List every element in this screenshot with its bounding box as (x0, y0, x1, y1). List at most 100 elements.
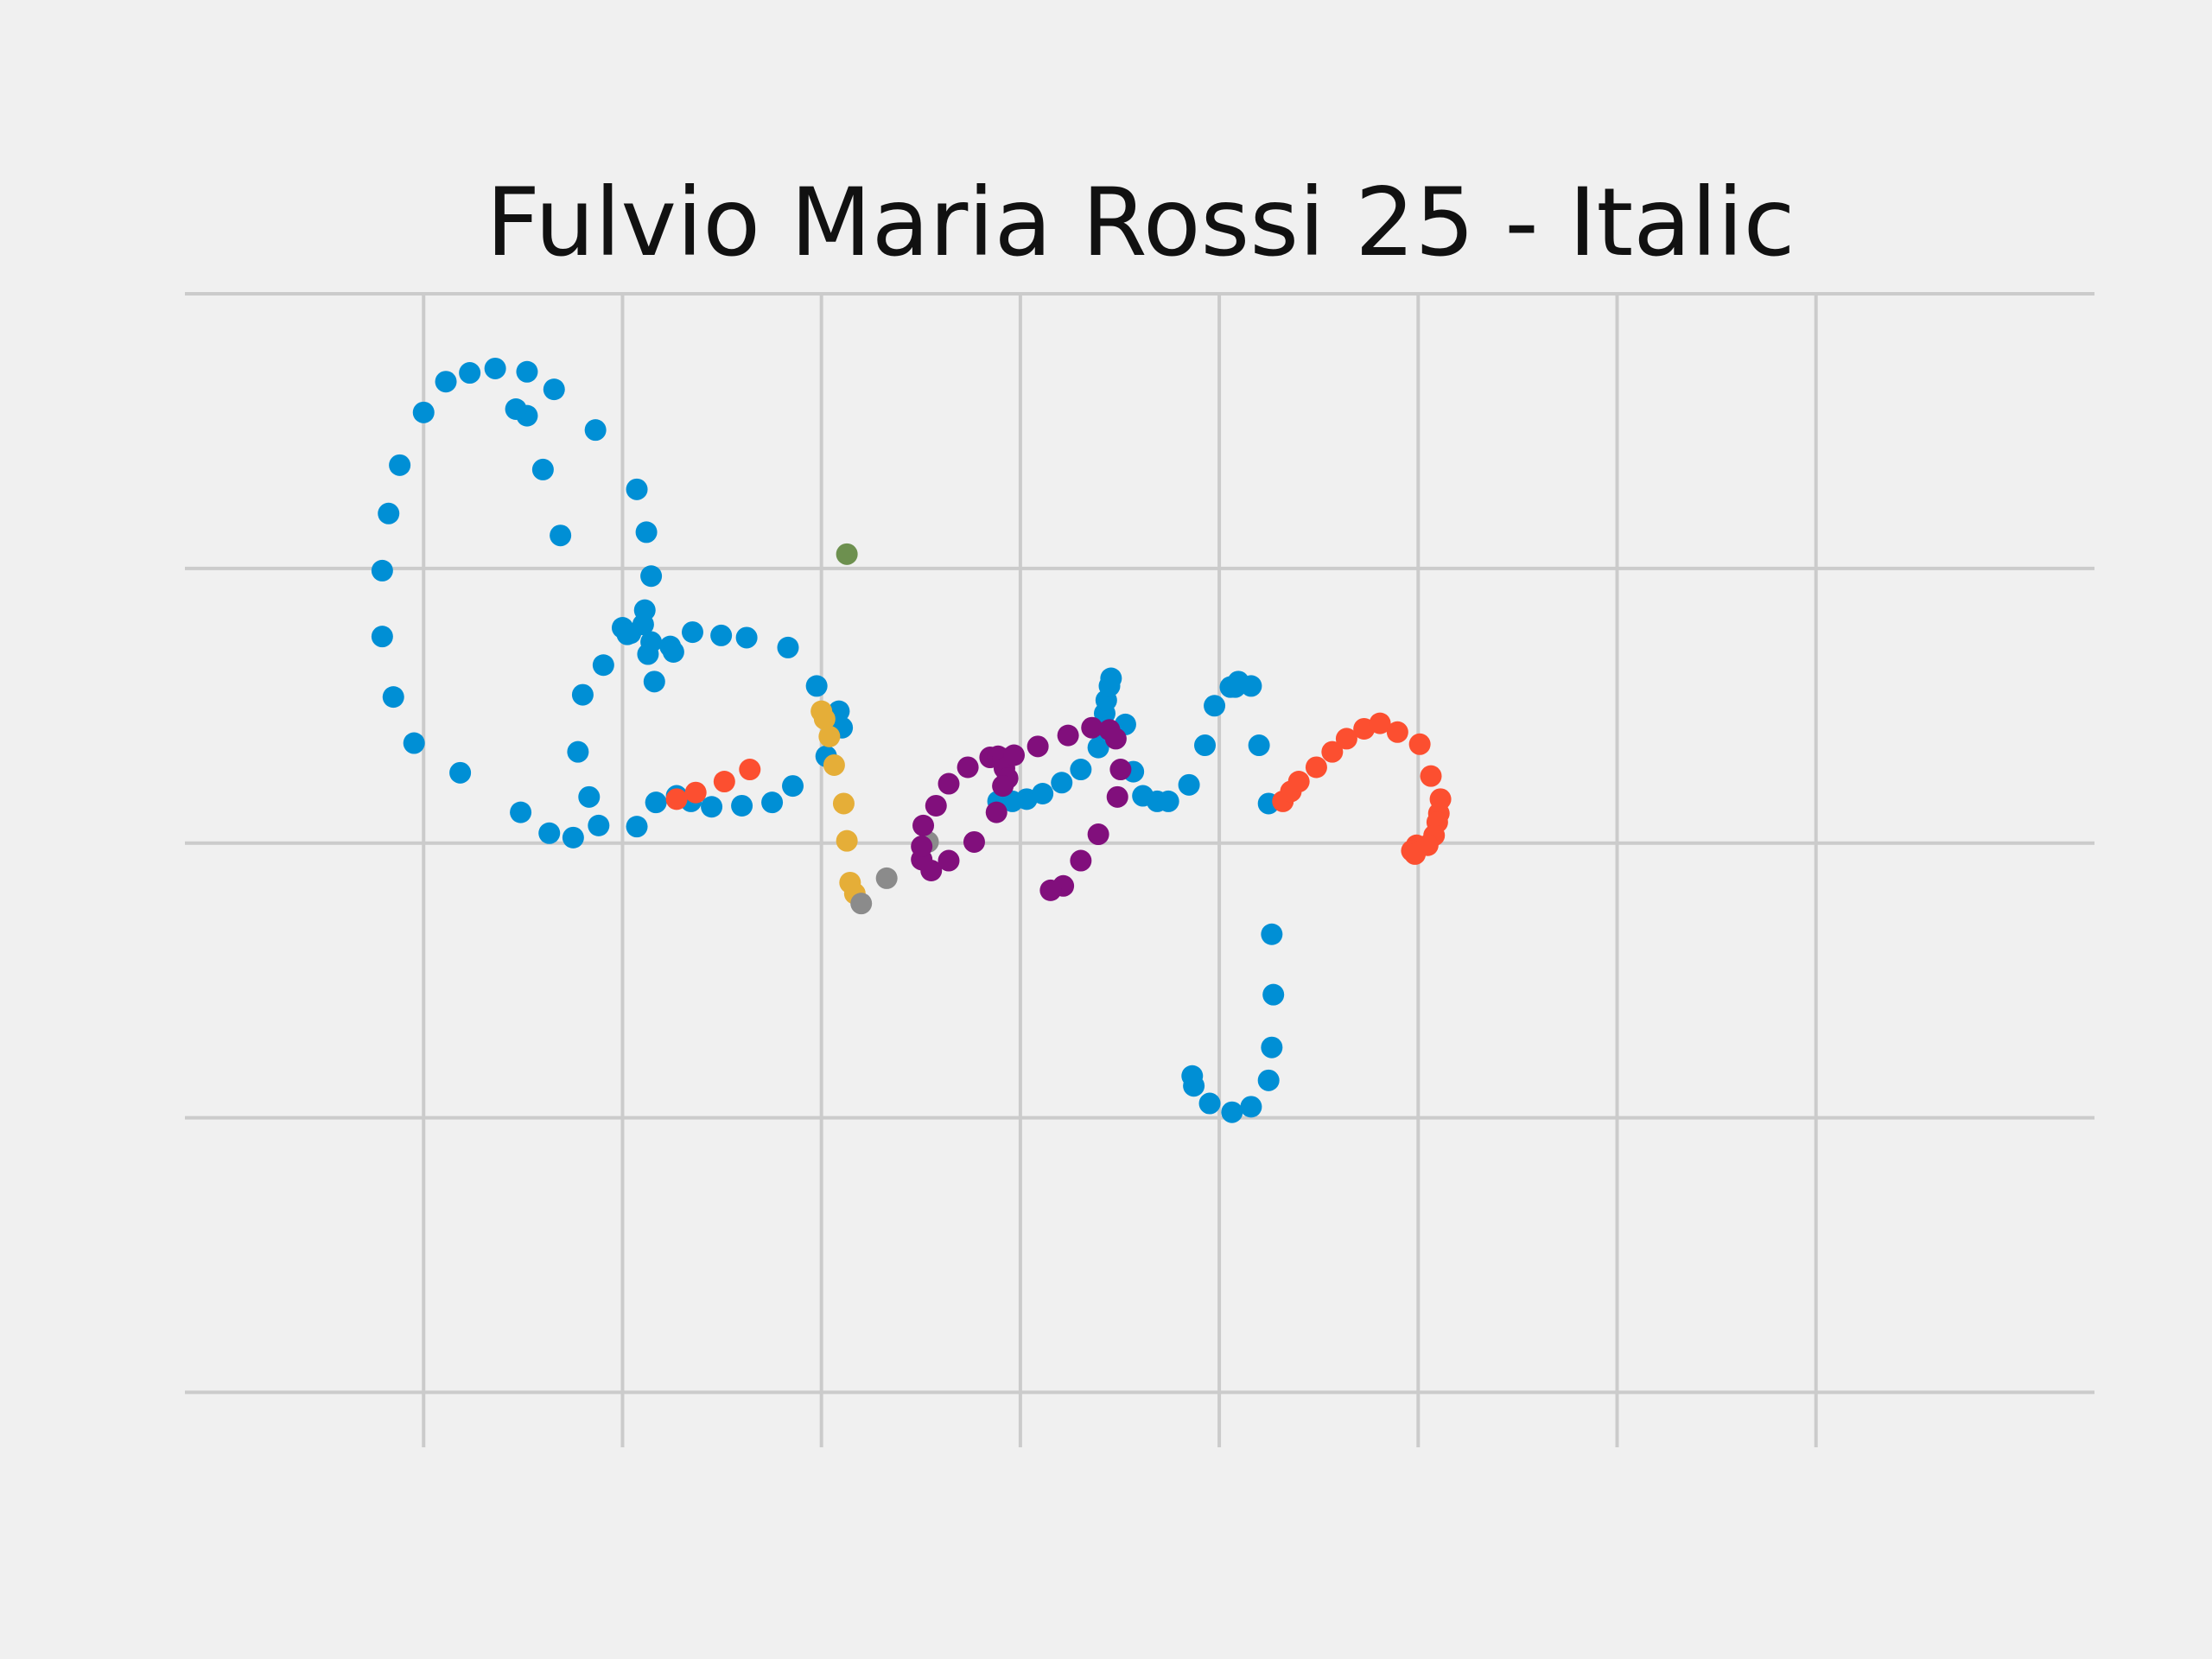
data-point (662, 640, 684, 663)
data-point (1057, 724, 1079, 747)
data-point (739, 759, 761, 781)
series-3 (836, 543, 858, 565)
data-point (665, 788, 688, 810)
data-point (637, 643, 659, 665)
data-point (371, 559, 393, 582)
data-point (1087, 736, 1109, 759)
data-point (938, 849, 960, 872)
data-point (818, 725, 841, 747)
data-point (1106, 785, 1128, 808)
data-point (640, 565, 663, 588)
data-point (938, 772, 960, 795)
scatter-points (371, 357, 1452, 1123)
data-point (1181, 1065, 1204, 1087)
data-point (1070, 849, 1092, 872)
data-point (1404, 842, 1427, 865)
data-point (592, 654, 614, 677)
data-point (836, 830, 858, 852)
data-point (912, 814, 935, 836)
data-point (761, 791, 784, 814)
data-point (1261, 923, 1283, 945)
data-point (543, 378, 565, 401)
data-point (616, 623, 639, 645)
data-point (1408, 733, 1431, 755)
data-point (516, 360, 538, 383)
data-point (731, 794, 753, 817)
data-point (1109, 759, 1132, 781)
data-point (1261, 1036, 1283, 1058)
data-point (371, 626, 393, 648)
data-point (701, 796, 723, 818)
data-point (635, 521, 658, 543)
data-point (626, 478, 648, 500)
data-point (777, 636, 799, 658)
data-point (957, 756, 979, 779)
series-2 (810, 700, 866, 905)
data-point (1240, 1096, 1262, 1118)
data-point (1221, 1101, 1243, 1123)
data-point (1087, 823, 1109, 846)
data-point (449, 761, 472, 784)
data-point (963, 830, 985, 853)
data-point (681, 621, 703, 644)
data-point (403, 732, 425, 754)
data-point (925, 794, 947, 817)
data-point (985, 801, 1007, 823)
data-point (1420, 765, 1442, 787)
data-point (1204, 695, 1226, 717)
data-point (1027, 735, 1049, 758)
data-point (1386, 721, 1408, 743)
data-point (567, 741, 589, 763)
data-point (1198, 1092, 1221, 1115)
data-point (782, 775, 804, 798)
data-point (1081, 716, 1103, 739)
data-point (911, 836, 933, 858)
data-point (1039, 879, 1062, 901)
data-point (1262, 983, 1285, 1006)
data-point (1003, 744, 1026, 766)
series-1 (665, 712, 1452, 865)
data-point (684, 781, 707, 804)
data-point (1032, 783, 1054, 804)
data-point (484, 357, 506, 379)
data-point (1305, 756, 1327, 779)
data-point (832, 792, 855, 815)
data-point (1178, 773, 1200, 796)
data-point (389, 454, 411, 476)
data-point (645, 791, 667, 814)
data-point (1100, 667, 1122, 690)
data-point (1194, 734, 1217, 757)
data-point (550, 524, 572, 547)
data-point (992, 775, 1014, 798)
data-point (1248, 734, 1270, 757)
data-point (836, 543, 858, 565)
data-point (823, 753, 845, 776)
data-point (1335, 728, 1357, 750)
data-point (1051, 772, 1073, 794)
data-point (875, 867, 898, 889)
data-point (562, 826, 584, 849)
data-point (1104, 728, 1127, 750)
data-point (1321, 741, 1344, 763)
data-point (510, 801, 532, 823)
data-point (1287, 771, 1310, 793)
data-point (735, 626, 758, 649)
data-point (382, 686, 404, 709)
data-point (1070, 759, 1092, 781)
data-point (531, 458, 554, 480)
data-point (710, 624, 733, 646)
data-point (1369, 712, 1391, 734)
data-point (1157, 790, 1179, 812)
data-point (633, 599, 656, 621)
data-point (813, 708, 836, 730)
data-point (378, 502, 400, 524)
chart-title: Fulvio Maria Rossi 25 - Italic (486, 168, 1795, 277)
data-point (538, 822, 561, 844)
grid (185, 292, 2094, 1447)
data-point (643, 671, 665, 693)
data-point (626, 816, 648, 838)
data-point (713, 771, 735, 793)
data-point (459, 362, 481, 385)
data-point (1240, 675, 1262, 697)
